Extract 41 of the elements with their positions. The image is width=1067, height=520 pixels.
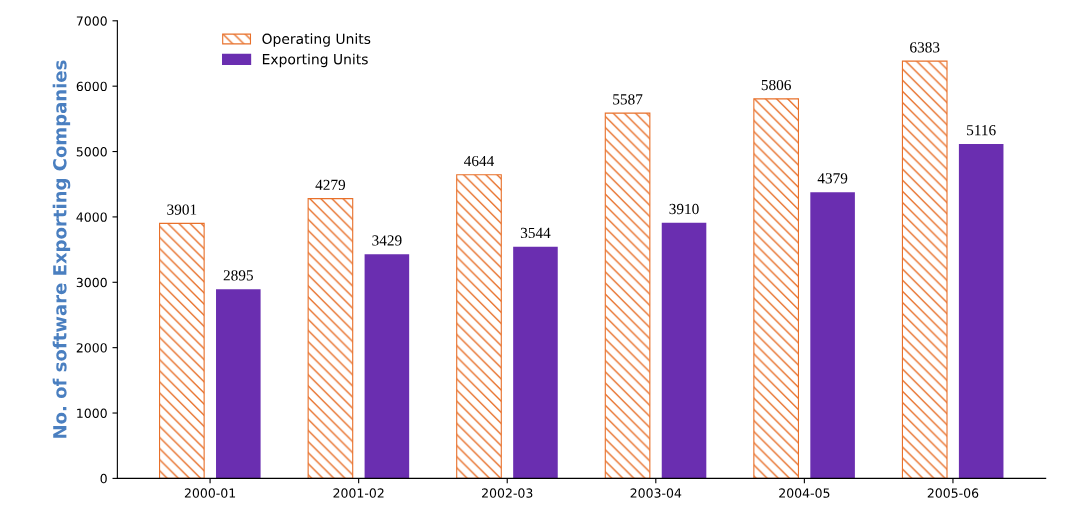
bar bbox=[661, 222, 707, 479]
bar bbox=[159, 222, 205, 479]
y-tick-label: 6000 bbox=[76, 81, 107, 92]
data-label: 3429 bbox=[372, 235, 402, 246]
legend-label: Exporting Units bbox=[262, 53, 368, 68]
data-label: 3910 bbox=[669, 203, 699, 215]
x-tick-label: 2003-04 bbox=[630, 488, 682, 498]
bar bbox=[753, 98, 799, 479]
bar bbox=[456, 174, 502, 479]
x-tick-label: 2001-02 bbox=[333, 488, 384, 498]
bar bbox=[216, 289, 261, 479]
y-tick-label: 4000 bbox=[76, 212, 107, 222]
data-label: 3544 bbox=[520, 227, 551, 239]
data-label: 4279 bbox=[315, 179, 346, 191]
data-label: 2895 bbox=[223, 270, 253, 281]
legend-label: Operating Units bbox=[262, 33, 371, 47]
bar bbox=[604, 112, 651, 479]
y-tick-label: 1000 bbox=[77, 408, 107, 418]
y-tick-label: 7000 bbox=[76, 16, 107, 26]
bar bbox=[901, 60, 948, 479]
bar bbox=[810, 192, 855, 479]
x-tick-label: 2002-03 bbox=[482, 488, 533, 498]
x-tick-label: 2000-01 bbox=[184, 488, 236, 498]
bar bbox=[364, 254, 410, 479]
x-tick-label: 2004-05 bbox=[779, 488, 830, 498]
data-label: 5587 bbox=[613, 94, 643, 105]
data-label: 4644 bbox=[464, 155, 495, 167]
y-tick-label: 5000 bbox=[76, 147, 107, 157]
bar bbox=[513, 246, 558, 479]
data-label: 6383 bbox=[910, 42, 940, 53]
y-tick-label: 3000 bbox=[76, 277, 107, 288]
bar bbox=[958, 143, 1004, 479]
x-tick-label: 2005-06 bbox=[927, 488, 979, 498]
data-label: 4379 bbox=[817, 173, 848, 184]
data-label: 5116 bbox=[967, 125, 996, 136]
y-axis-title: No. of software Exporting Companies bbox=[52, 60, 71, 438]
data-label: 3901 bbox=[167, 204, 197, 215]
data-label: 5806 bbox=[761, 79, 791, 91]
bar bbox=[307, 198, 354, 479]
y-tick-label: 0 bbox=[100, 473, 107, 484]
y-tick-label: 2000 bbox=[76, 343, 107, 353]
